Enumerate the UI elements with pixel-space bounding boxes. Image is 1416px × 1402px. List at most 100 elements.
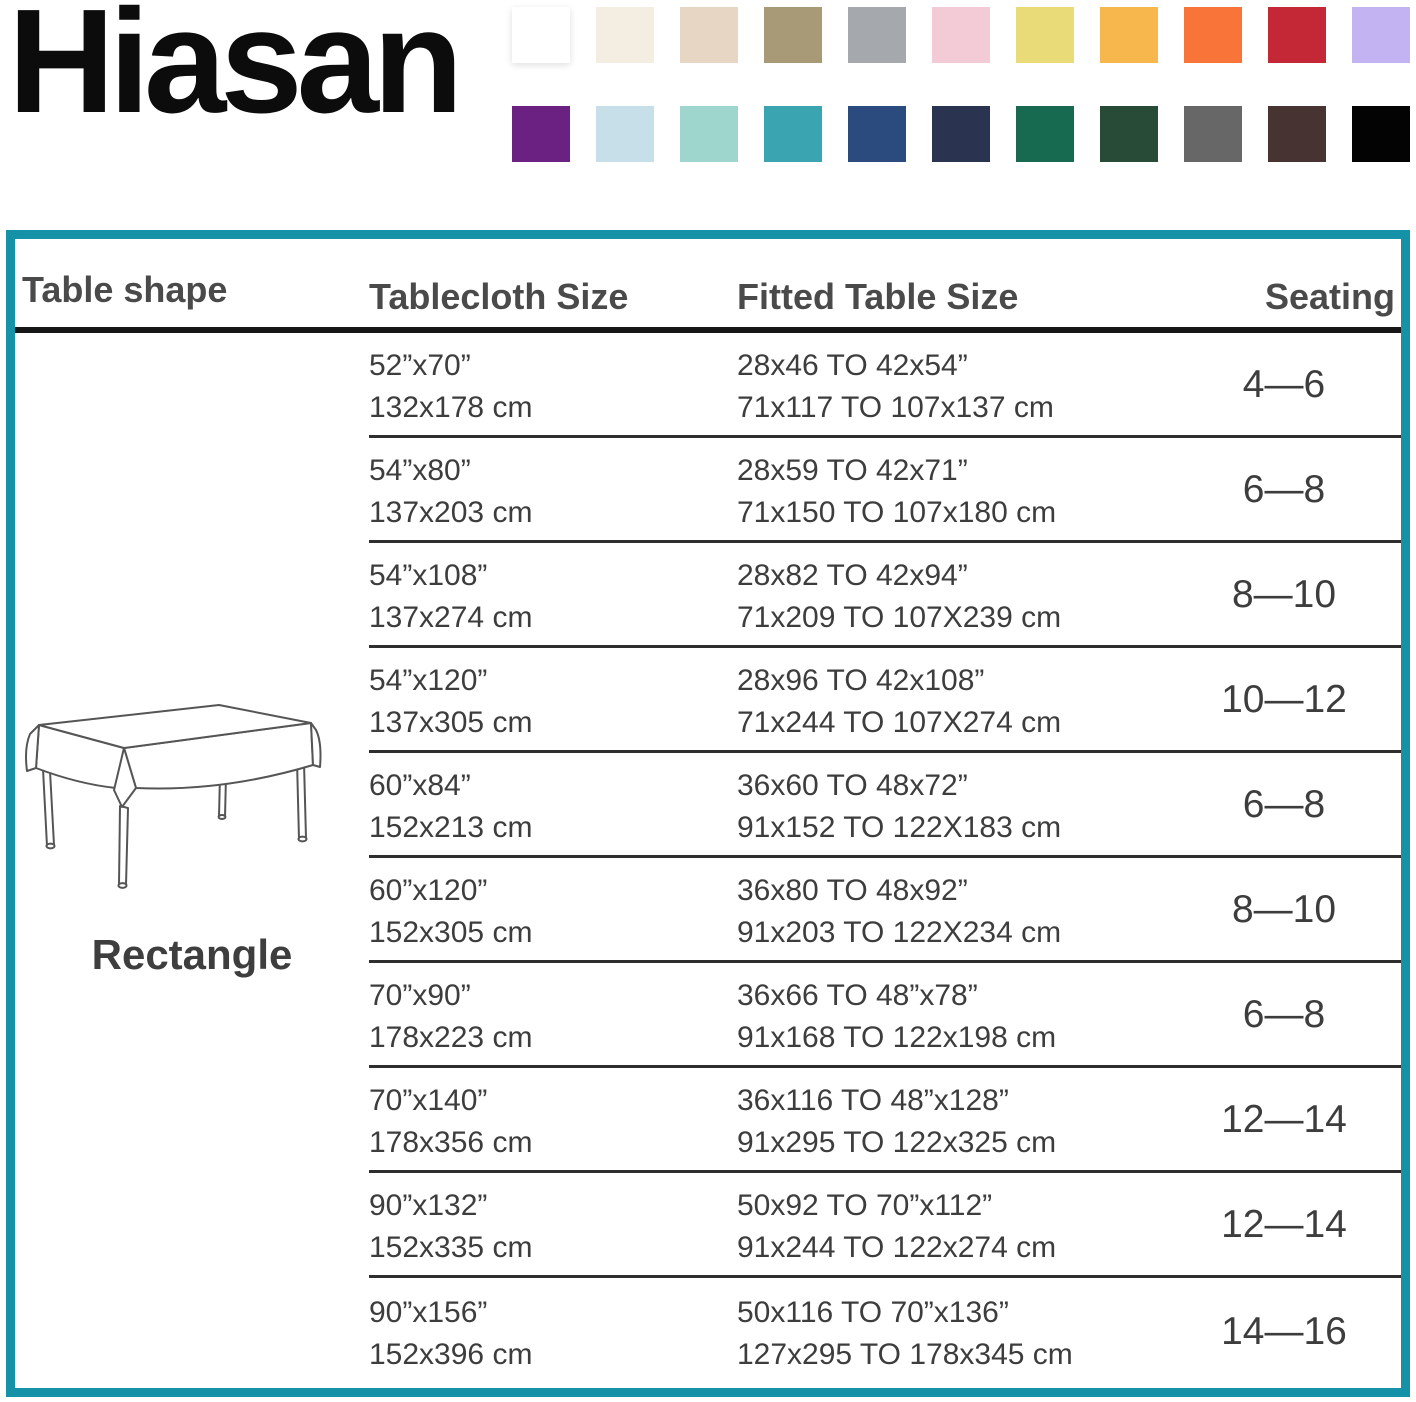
swatch-red: [1268, 7, 1326, 63]
tablecloth-size-cm: 137x305 cm: [369, 706, 533, 739]
swatch-beige: [680, 7, 738, 63]
swatch-gray: [848, 7, 906, 63]
swatch-brown: [1268, 106, 1326, 162]
fitted-size-inches: 28x82 TO 42x94”: [737, 559, 968, 592]
seating-value: 14—16: [1221, 1309, 1347, 1353]
fitted-table-size-cell: 50x116 TO 70”x136” 127x295 TO 178x345 cm: [737, 1278, 1167, 1383]
tablecloth-size-cm: 152x213 cm: [369, 811, 533, 844]
tablecloth-size-inches: 54”x120”: [369, 664, 488, 697]
fitted-table-size-cell: 28x59 TO 42x71” 71x150 TO 107x180 cm: [737, 438, 1167, 540]
size-chart-header-row: Table shape Tablecloth Size Fitted Table…: [15, 239, 1401, 327]
swatch-light-blue: [596, 106, 654, 162]
swatch-teal: [764, 106, 822, 162]
swatch-ivory: [596, 7, 654, 63]
fitted-size-cm: 71x117 TO 107x137 cm: [737, 391, 1054, 424]
tablecloth-size-cell: 60”x120” 152x305 cm: [369, 858, 737, 960]
tablecloth-size-cell: 60”x84” 152x213 cm: [369, 753, 737, 855]
fitted-table-size-cell: 36x66 TO 48”x78” 91x168 TO 122x198 cm: [737, 963, 1167, 1065]
table-row: 60”x120” 152x305 cm 36x80 TO 48x92” 91x2…: [369, 858, 1401, 963]
swatch-aqua: [680, 106, 738, 162]
swatch-white: [512, 7, 570, 63]
tablecloth-size-inches: 60”x120”: [369, 874, 488, 907]
table-row: 70”x90” 178x223 cm 36x66 TO 48”x78” 91x1…: [369, 963, 1401, 1068]
tablecloth-size-cm: 137x274 cm: [369, 601, 533, 634]
rectangle-table-icon: [25, 704, 322, 889]
fitted-size-inches: 36x66 TO 48”x78”: [737, 979, 978, 1012]
column-header-table-shape: Table shape: [22, 269, 228, 310]
column-header-tablecloth-size: Tablecloth Size: [369, 276, 629, 317]
fitted-size-cm: 71x150 TO 107x180 cm: [737, 496, 1057, 529]
table-row: 54”x80” 137x203 cm 28x59 TO 42x71” 71x15…: [369, 438, 1401, 543]
table-shape-label: Rectangle: [91, 931, 293, 978]
fitted-size-inches: 50x116 TO 70”x136”: [737, 1295, 1009, 1329]
fitted-table-size-cell: 36x116 TO 48”x128” 91x295 TO 122x325 cm: [737, 1068, 1167, 1170]
fitted-size-inches: 50x92 TO 70”x112”: [737, 1189, 993, 1222]
tablecloth-size-inches: 70”x90”: [369, 979, 471, 1012]
swatch-dark-gray: [1184, 106, 1242, 162]
swatch-khaki: [764, 7, 822, 63]
tablecloth-size-inches: 60”x84”: [369, 769, 471, 802]
table-row: 54”x120” 137x305 cm 28x96 TO 42x108” 71x…: [369, 648, 1401, 753]
fitted-table-size-cell: 50x92 TO 70”x112” 91x244 TO 122x274 cm: [737, 1173, 1167, 1275]
fitted-size-inches: 28x59 TO 42x71”: [737, 454, 968, 487]
fitted-table-size-cell: 28x82 TO 42x94” 71x209 TO 107X239 cm: [737, 543, 1167, 645]
fitted-size-inches: 36x60 TO 48x72”: [737, 769, 968, 802]
table-row: 90”x132” 152x335 cm 50x92 TO 70”x112” 91…: [369, 1173, 1401, 1278]
size-chart: Table shape Tablecloth Size Fitted Table…: [6, 230, 1410, 1397]
seating-value: 4—6: [1242, 363, 1326, 406]
swatch-lavender: [1352, 7, 1410, 63]
table-row: 54”x108” 137x274 cm 28x82 TO 42x94” 71x2…: [369, 543, 1401, 648]
seating-value: 10—12: [1221, 678, 1347, 721]
tablecloth-size-cm: 137x203 cm: [369, 496, 533, 529]
header-divider: [15, 327, 1401, 333]
tablecloth-size-cm: 152x396 cm: [369, 1337, 533, 1371]
tablecloth-size-cell: 90”x132” 152x335 cm: [369, 1173, 737, 1275]
fitted-size-cm: 91x244 TO 122x274 cm: [737, 1231, 1057, 1264]
seating-value: 8—10: [1231, 573, 1337, 616]
tablecloth-size-cell: 52”x70” 132x178 cm: [369, 333, 737, 435]
tablecloth-size-cell: 54”x108” 137x274 cm: [369, 543, 737, 645]
fitted-table-size-cell: 28x46 TO 42x54” 71x117 TO 107x137 cm: [737, 333, 1167, 435]
swatch-dark-green: [1100, 106, 1158, 162]
table-row: 70”x140” 178x356 cm 36x116 TO 48”x128” 9…: [369, 1068, 1401, 1173]
tablecloth-size-cm: 132x178 cm: [369, 391, 533, 424]
swatch-green: [1016, 106, 1074, 162]
column-header-fitted-table-size: Fitted Table Size: [737, 276, 1019, 317]
tablecloth-size-cell: 70”x90” 178x223 cm: [369, 963, 737, 1065]
fitted-size-inches: 28x46 TO 42x54”: [737, 349, 968, 382]
swatch-orange: [1184, 7, 1242, 63]
table-row: 90”x156” 152x396 cm 50x116 TO 70”x136” 1…: [369, 1278, 1401, 1383]
swatch-navy: [848, 106, 906, 162]
tablecloth-size-cell: 90”x156” 152x396 cm: [369, 1278, 737, 1383]
tablecloth-size-inches: 52”x70”: [369, 349, 471, 382]
tablecloth-size-cm: 152x335 cm: [369, 1231, 533, 1264]
seating-value: 12—14: [1221, 1098, 1347, 1141]
fitted-table-size-cell: 36x60 TO 48x72” 91x152 TO 122X183 cm: [737, 753, 1167, 855]
table-row: 52”x70” 132x178 cm 28x46 TO 42x54” 71x11…: [369, 333, 1401, 438]
swatch-black: [1352, 106, 1410, 162]
fitted-size-cm: 91x295 TO 122x325 cm: [737, 1126, 1057, 1159]
fitted-size-cm: 71x209 TO 107X239 cm: [737, 601, 1062, 634]
fitted-size-inches: 28x96 TO 42x108”: [737, 664, 985, 697]
swatch-pink: [932, 7, 990, 63]
table-row: 60”x84” 152x213 cm 36x60 TO 48x72” 91x15…: [369, 753, 1401, 858]
tablecloth-size-inches: 90”x132”: [369, 1189, 488, 1222]
fitted-table-size-cell: 36x80 TO 48x92” 91x203 TO 122X234 cm: [737, 858, 1167, 960]
tablecloth-size-cell: 70”x140” 178x356 cm: [369, 1068, 737, 1170]
size-chart-rows: 52”x70” 132x178 cm 28x46 TO 42x54” 71x11…: [369, 333, 1401, 1383]
tablecloth-size-inches: 54”x80”: [369, 454, 471, 487]
brand-logo: Hiasan: [8, 0, 463, 144]
seating-value: 6—8: [1242, 468, 1326, 511]
tablecloth-size-inches: 70”x140”: [369, 1084, 488, 1117]
swatch-gold: [1100, 7, 1158, 63]
tablecloth-size-cell: 54”x80” 137x203 cm: [369, 438, 737, 540]
column-header-seating: Seating: [1264, 276, 1395, 317]
fitted-size-cm: 127x295 TO 178x345 cm: [737, 1337, 1073, 1371]
seating-value: 6—8: [1242, 993, 1326, 1036]
color-swatch-grid: [512, 7, 1410, 162]
swatch-purple: [512, 106, 570, 162]
fitted-table-size-cell: 28x96 TO 42x108” 71x244 TO 107X274 cm: [737, 648, 1167, 750]
tablecloth-size-cm: 178x223 cm: [369, 1021, 533, 1054]
seating-value: 6—8: [1242, 783, 1326, 826]
fitted-size-cm: 91x152 TO 122X183 cm: [737, 811, 1062, 844]
